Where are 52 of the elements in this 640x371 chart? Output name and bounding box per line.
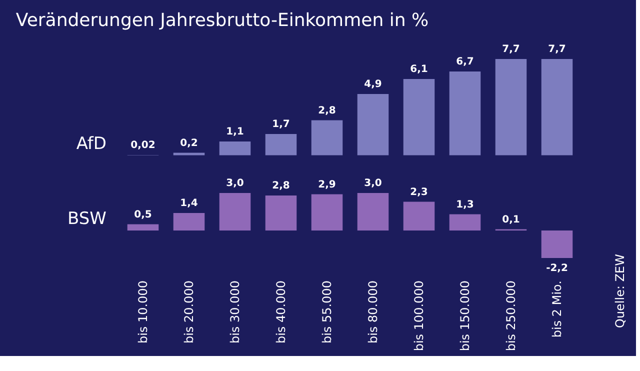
x-tick-label: bis 2 Mio. [550,280,564,338]
data-label: 2,8 [272,180,290,192]
bar [449,72,481,156]
x-tick-label: bis 100.000 [412,280,426,352]
data-label: 1,1 [226,126,244,138]
bar [403,79,435,156]
data-label: 0,1 [502,214,520,226]
data-label: 3,0 [364,178,382,189]
y-axis-title: AfD [76,134,106,154]
bar [403,202,435,230]
data-label: 1,4 [180,198,198,209]
x-tick-label: bis 20.000 [182,280,196,344]
bar [311,194,343,230]
bar [495,59,527,156]
x-tick-label: bis 30.000 [228,280,242,344]
data-label: 6,1 [410,64,428,75]
x-tick-label: bis 80.000 [366,280,380,344]
data-label: 3,0 [226,178,244,189]
data-label: 6,7 [456,56,474,68]
data-label: -2,2 [546,263,568,274]
bar [449,214,481,230]
data-label: 2,3 [410,186,428,198]
x-tick-label: bis 10.000 [136,280,150,344]
data-label: 1,3 [456,199,474,210]
bar [311,120,343,156]
bar [357,94,389,156]
source-note: Quelle: ZEW [613,254,627,328]
data-label: 0,02 [130,140,156,151]
x-tick-label: bis 40.000 [274,280,288,344]
bar [265,196,297,230]
bar [219,142,251,156]
data-label: 0,5 [134,209,152,220]
data-label: 2,9 [318,179,336,190]
data-label: 4,9 [364,79,382,90]
data-label: 2,8 [318,105,336,116]
x-tick-label: bis 150.000 [458,280,472,352]
data-label: 7,7 [502,44,520,55]
bar [541,59,573,156]
bar [173,152,205,156]
bar [173,213,205,230]
bar [541,230,573,258]
bar [127,224,159,230]
bar [265,134,297,156]
bar [219,193,251,230]
x-tick-label: bis 55.000 [320,280,334,344]
y-axis-title: BSW [68,209,107,229]
bar [357,193,389,230]
chart-title: Veränderungen Jahresbrutto-Einkommen in % [16,10,429,31]
x-tick-label: bis 250.000 [504,280,518,352]
data-label: 0,2 [180,138,198,149]
data-label: 7,7 [548,44,566,55]
data-label: 1,7 [272,119,290,130]
